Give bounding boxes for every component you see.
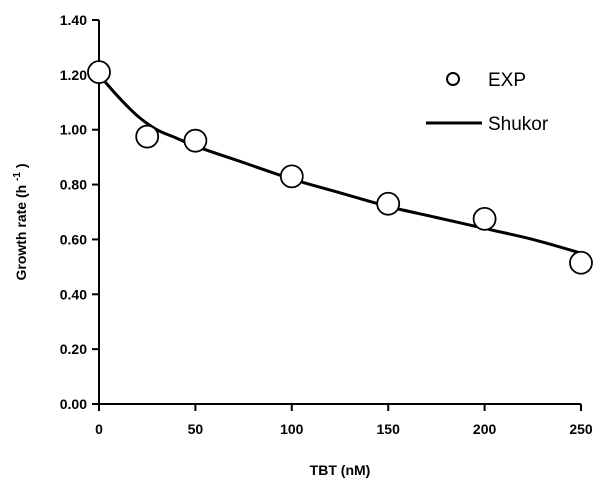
x-tick-label: 200 <box>473 421 497 437</box>
y-axis-title-superscript: -1 <box>12 172 23 181</box>
y-tick-label: 0.40 <box>60 286 87 302</box>
axes <box>92 20 581 411</box>
data-point-exp <box>376 191 401 216</box>
legend-marker-exp <box>446 72 460 86</box>
y-tick-label: 1.40 <box>60 12 87 28</box>
y-axis-title-close: ) <box>13 163 29 168</box>
legend-label-shukor: Shukor <box>488 114 549 135</box>
y-tick-label: 0.00 <box>60 396 87 412</box>
data-point-exp <box>87 60 111 85</box>
data-point-exp <box>279 164 304 189</box>
y-tick-label: 0.20 <box>60 341 87 357</box>
legend-label-exp: EXP <box>488 70 526 91</box>
x-tick-label: 150 <box>377 421 401 437</box>
y-axis-title: Growth rate (h -1 ) <box>7 163 29 280</box>
x-tick-label: 50 <box>188 421 204 437</box>
x-axis-title: TBT (nM) <box>310 462 371 478</box>
y-ticks: 0.00 0.20 0.40 0.60 0.80 1.00 1.20 1.40 <box>60 12 99 412</box>
data-point-exp <box>569 250 593 275</box>
x-tick-label: 0 <box>95 421 103 437</box>
series-points-exp <box>87 60 593 275</box>
x-tick-label: 250 <box>569 421 593 437</box>
x-ticks: 0 50 100 150 200 250 <box>95 404 593 437</box>
y-tick-label: 1.00 <box>60 122 87 138</box>
data-point-exp <box>472 206 497 231</box>
data-point-exp <box>183 128 208 153</box>
data-point-exp <box>135 124 160 149</box>
legend: EXP Shukor <box>426 70 549 135</box>
y-tick-label: 1.20 <box>60 67 87 83</box>
series-line-shukor <box>97 73 582 255</box>
y-tick-label: 0.80 <box>60 177 87 193</box>
y-axis-title-main: Growth rate (h <box>13 185 29 281</box>
y-tick-label: 0.60 <box>60 231 87 247</box>
x-tick-label: 100 <box>280 421 304 437</box>
